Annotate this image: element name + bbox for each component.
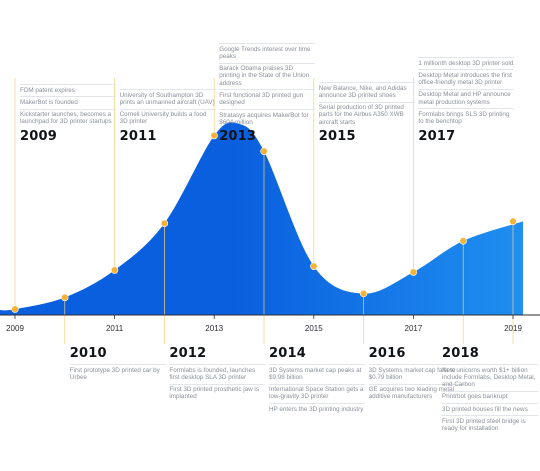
annotation-item: Desktop Metal and HP announce metal prod… (418, 88, 515, 106)
annotation-item: New Balance, Nike, and Adidas announce 3… (318, 82, 415, 99)
annotation-item: Cornell University builds a food 3D prin… (119, 108, 216, 126)
annotation-year: 2013 (219, 129, 257, 145)
annotation-item: First 3D printed prosthetic jaw is impla… (169, 383, 266, 401)
annotation-item: New unicorns worth $1+ billion include F… (442, 364, 538, 388)
data-point-2019 (509, 217, 517, 226)
annotation-2011: University of Southampton 3D prints an u… (119, 89, 216, 146)
annotation-year: 2010 (69, 346, 107, 361)
annotation-item: Stratasys acquires MakerBot for $604 mil… (219, 109, 316, 126)
annotation-item: Kickstarter launches, becomes a launchpa… (20, 108, 116, 126)
x-tick-label-2009: 2009 (6, 324, 24, 333)
annotation-item: 1 millionth desktop 3D printer sold (418, 57, 515, 67)
data-point-2015 (310, 262, 318, 270)
annotation-2010: 2010 First prototype 3D printed car by Ur… (69, 346, 166, 381)
annotation-item: FDM patent expires (20, 84, 116, 94)
annotation-2014: 2014 3D Systems market cap peaks at $9.98… (269, 346, 365, 413)
annotation-year: 2018 (442, 346, 479, 361)
data-point-2009 (11, 305, 19, 313)
annotation-2015: New Balance, Nike, and Adidas announce 3… (318, 82, 415, 146)
area-fill (0, 122, 523, 315)
annotation-item: Barack Obama praises 3D printing in the … (219, 62, 316, 87)
annotation-2017: 1 millionth desktop 3D printer sold Deskt… (418, 57, 515, 146)
data-point-2011 (110, 266, 119, 274)
x-tick-label-2011: 2011 (106, 324, 124, 333)
data-point-2016 (359, 289, 368, 298)
annotation-year: 2011 (119, 128, 157, 144)
annotation-item: First functional 3D printed gun designed (219, 89, 316, 106)
annotation-2013: Google Trends interest over time peaks Ba… (219, 43, 316, 146)
annotation-year: 2016 (368, 346, 406, 361)
x-tick-label-2017: 2017 (405, 324, 423, 333)
annotation-2016: 2016 3D Systems market cap falls to $0.79… (368, 346, 465, 401)
data-point-2012 (160, 219, 169, 228)
annotation-item: HP enters the 3D printing industry (269, 403, 365, 413)
annotation-year: 2014 (269, 346, 306, 361)
annotation-item: 3D Systems market cap falls to $0.79 bil… (368, 364, 465, 381)
annotation-2009: FDM patent expires MakerBot is founded Kic… (20, 84, 116, 146)
x-tick-label-2013: 2013 (205, 324, 223, 333)
data-point-2014 (260, 147, 268, 155)
data-point-2017 (409, 268, 418, 276)
data-point-2010 (61, 293, 69, 302)
annotation-item: GE acquires two leading metal additive m… (368, 383, 465, 401)
annotation-year: 2015 (318, 128, 356, 144)
annotation-year: 2017 (418, 128, 456, 144)
annotation-item: University of Southampton 3D prints an u… (119, 89, 216, 106)
annotation-item: First 3D printed steel bridge is ready f… (442, 415, 538, 432)
annotation-item: MakerBot is founded (20, 96, 116, 106)
annotation-2018: 2018 New unicorns worth $1+ billion inclu… (442, 346, 538, 433)
annotation-item: 3D printed houses fill the news (442, 403, 538, 413)
annotation-item: Formlabs is founded, launches first desk… (169, 364, 266, 381)
annotation-item: 3D Systems market cap peaks at $9.98 bil… (269, 364, 365, 381)
x-tick-label-2015: 2015 (305, 324, 323, 333)
annotation-year: 2012 (169, 346, 207, 361)
annotation-item: Formlabs brings SLS 3D printing to the b… (418, 108, 515, 125)
x-tick-label-2019: 2019 (504, 324, 522, 333)
annotation-item: Desktop Metal introduces the first offic… (418, 69, 515, 86)
annotation-item: International Space Station gets a low-g… (269, 383, 365, 401)
annotation-year: 2009 (20, 128, 57, 144)
data-point-2018 (459, 237, 467, 245)
annotation-item: Google Trends interest over time peaks (219, 43, 316, 60)
annotation-item: Serial production of 3D printed parts fo… (318, 101, 415, 126)
data-point-2013 (210, 131, 218, 140)
annotation-item: Printrbot goes bankrupt (442, 390, 538, 401)
annotation-2012: 2012 Formlabs is founded, launches first … (169, 346, 266, 401)
annotation-item: First prototype 3D printed car by Urbee (69, 364, 166, 381)
